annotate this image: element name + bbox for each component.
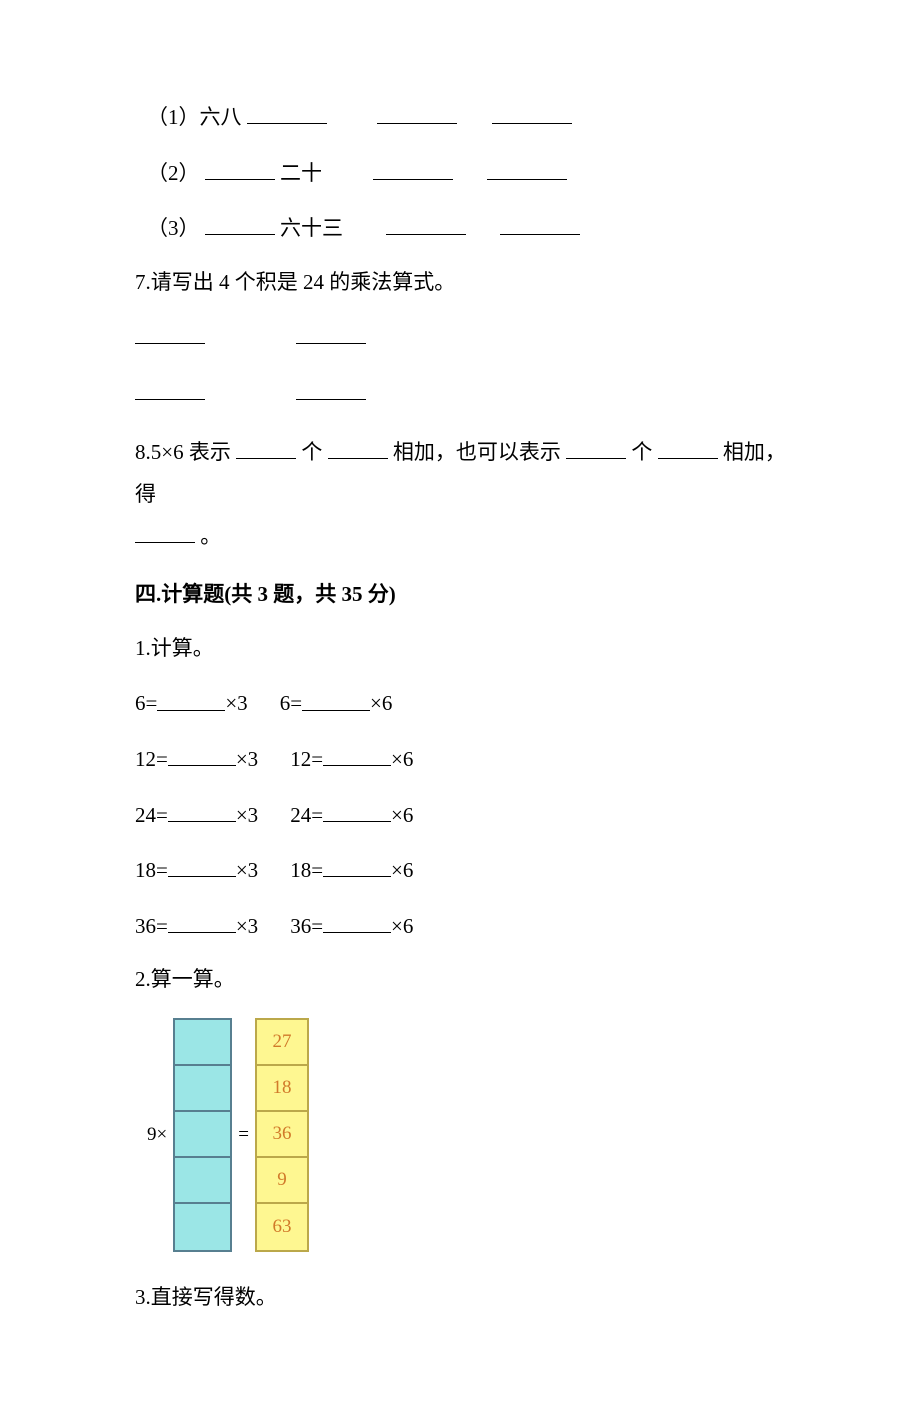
blank[interactable]	[135, 376, 205, 400]
q-sub-line3: （3） 六十三	[147, 211, 800, 245]
blank[interactable]	[296, 376, 366, 400]
q7-title: 7.请写出 4 个积是 24 的乘法算式。	[135, 267, 800, 299]
blank[interactable]	[302, 686, 370, 710]
blank[interactable]	[658, 435, 718, 459]
calc1-left-lhs: 12=	[135, 747, 168, 771]
calc1-right-rhs: ×6	[391, 747, 413, 771]
chart-left-label: 9×	[147, 1121, 167, 1150]
q-sub-3-prefix: （3）	[147, 216, 200, 240]
blank[interactable]	[328, 435, 388, 459]
blank[interactable]	[296, 320, 366, 344]
calc1-row: 6= ×3 6= ×6	[135, 686, 800, 720]
calc1-left-lhs: 18=	[135, 858, 168, 882]
chart-equals: =	[238, 1121, 249, 1150]
blank[interactable]	[168, 742, 236, 766]
calc1-left-rhs: ×3	[236, 914, 258, 938]
blank[interactable]	[323, 909, 391, 933]
chart-result-cell: 63	[257, 1204, 307, 1250]
calc1-right-lhs: 36=	[290, 914, 323, 938]
q-sub-1-prefix: （1）六八	[147, 105, 242, 129]
blank[interactable]	[168, 798, 236, 822]
blank[interactable]	[168, 909, 236, 933]
calc1-left-rhs: ×3	[225, 692, 247, 716]
q8: 8.5×6 表示 个 相加，也可以表示 个 相加，得 。	[135, 431, 800, 557]
calc1-right-lhs: 24=	[290, 803, 323, 827]
q8-a: 8.5×6 表示	[135, 440, 231, 464]
chart-input-cell[interactable]	[175, 1020, 230, 1066]
q8-f: 。	[200, 524, 221, 548]
calc1-left-rhs: ×3	[236, 747, 258, 771]
blank[interactable]	[323, 798, 391, 822]
calc1-left-lhs: 36=	[135, 914, 168, 938]
chart-result-cell: 27	[257, 1020, 307, 1066]
q8-d: 个	[631, 440, 652, 464]
calc1-right-lhs: 18=	[290, 858, 323, 882]
q-sub-line2: （2） 二十	[147, 156, 800, 190]
calc1-right-lhs: 6=	[280, 692, 302, 716]
chart-input-cell[interactable]	[175, 1066, 230, 1112]
blank[interactable]	[168, 853, 236, 877]
q-sub-2-mid: 二十	[280, 161, 322, 185]
calc1-left-lhs: 6=	[135, 692, 157, 716]
blank[interactable]	[135, 320, 205, 344]
calc1-left-rhs: ×3	[236, 803, 258, 827]
calc1-rows: 6=×36=×612=×312=×624=×324=×618=×318=×636…	[135, 686, 800, 942]
q8-b: 个	[301, 440, 327, 464]
calc1-row: 24= ×3 24= ×6	[135, 798, 800, 832]
calc1-row: 18= ×3 18= ×6	[135, 853, 800, 887]
calc1-left-rhs: ×3	[236, 858, 258, 882]
blank[interactable]	[323, 742, 391, 766]
blank[interactable]	[157, 686, 225, 710]
calc1-right-rhs: ×6	[370, 692, 392, 716]
calc1-right-rhs: ×6	[391, 858, 413, 882]
blank[interactable]	[500, 211, 580, 235]
chart-input-cell[interactable]	[175, 1158, 230, 1204]
blank[interactable]	[377, 100, 457, 124]
blank[interactable]	[492, 100, 572, 124]
chart-result-cell: 36	[257, 1112, 307, 1158]
q7-blanks-2	[135, 376, 800, 410]
calc1-right-rhs: ×6	[391, 803, 413, 827]
chart-result-cell: 9	[257, 1158, 307, 1204]
chart-result-column: 271836963	[255, 1018, 309, 1252]
calc1-right-lhs: 12=	[290, 747, 323, 771]
s4-q2-title: 2.算一算。	[135, 964, 800, 996]
q8-c: 相加，也可以表示	[393, 440, 561, 464]
blank[interactable]	[247, 100, 327, 124]
q7-blanks-1	[135, 320, 800, 354]
chart-input-column	[173, 1018, 232, 1252]
blank[interactable]	[386, 211, 466, 235]
section-4-heading: 四.计算题(共 3 题，共 35 分)	[135, 579, 800, 611]
calc2-chart: 9× = 271836963	[147, 1018, 800, 1252]
blank[interactable]	[205, 211, 275, 235]
blank[interactable]	[236, 435, 296, 459]
q-sub-line1: （1）六八	[147, 100, 800, 134]
blank[interactable]	[373, 156, 453, 180]
calc1-right-rhs: ×6	[391, 914, 413, 938]
blank[interactable]	[135, 519, 195, 543]
q-sub-3-mid: 六十三	[280, 216, 343, 240]
calc1-left-lhs: 24=	[135, 803, 168, 827]
blank[interactable]	[566, 435, 626, 459]
s4-q3-title: 3.直接写得数。	[135, 1282, 800, 1314]
blank[interactable]	[323, 853, 391, 877]
chart-input-cell[interactable]	[175, 1112, 230, 1158]
chart-input-cell[interactable]	[175, 1204, 230, 1250]
chart-result-cell: 18	[257, 1066, 307, 1112]
blank[interactable]	[205, 156, 275, 180]
blank[interactable]	[487, 156, 567, 180]
s4-q1-title: 1.计算。	[135, 633, 800, 665]
q-sub-2-prefix: （2）	[147, 161, 200, 185]
calc1-row: 36= ×3 36= ×6	[135, 909, 800, 943]
calc1-row: 12= ×3 12= ×6	[135, 742, 800, 776]
